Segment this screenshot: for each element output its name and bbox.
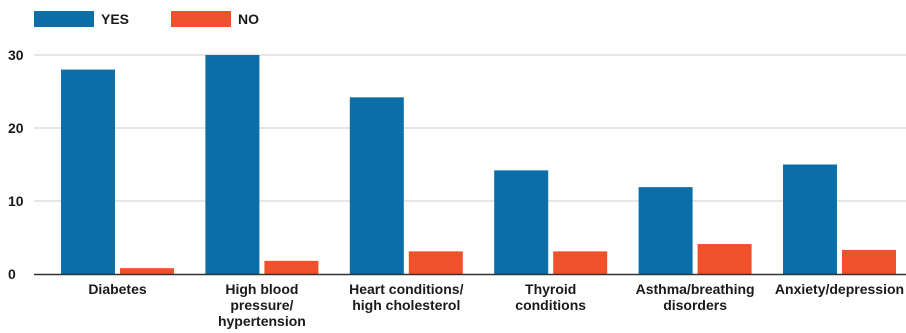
legend-swatch-no (171, 11, 232, 27)
y-tick-label: 0 (8, 266, 16, 282)
bar-no (842, 249, 896, 274)
x-axis-category-labels: Diabetes High blood pressure/hypertension H… (88, 281, 904, 329)
bar-yes (349, 97, 404, 274)
y-tick-label: 10 (8, 193, 24, 209)
bar-yes (205, 55, 260, 274)
y-tick-label: 30 (8, 47, 24, 63)
bar-yes (638, 187, 693, 274)
bar-yes (494, 170, 549, 274)
bar-yes (61, 69, 115, 274)
legend-item-yes: YES (34, 11, 129, 27)
y-tick-label: 20 (8, 120, 24, 136)
legend-label-yes: YES (101, 11, 130, 27)
y-axis-tick-labels: 0 10 20 30 (8, 47, 24, 282)
x-category-label: High blood pressure/hypertension (218, 281, 306, 329)
x-category-label: Thyroid conditions (515, 281, 586, 313)
legend-item-no: NO (171, 11, 259, 27)
bar-no (408, 251, 463, 274)
bar-no (697, 244, 752, 274)
legend-swatch-yes (34, 11, 94, 27)
legend: YES NO (34, 11, 301, 27)
legend-label-no: NO (238, 11, 260, 27)
bar-no (553, 251, 608, 274)
bar-no (120, 268, 174, 274)
bar-yes (783, 164, 837, 274)
x-category-label: Diabetes (88, 281, 147, 297)
x-category-label: Asthma/breathing disorders (636, 281, 755, 313)
bar-no (264, 260, 319, 274)
grid-lines (34, 54, 906, 202)
bars (61, 55, 896, 274)
x-category-label: Anxiety/depression (775, 281, 904, 297)
x-category-label: Heart conditions/high cholesterol (349, 281, 463, 313)
